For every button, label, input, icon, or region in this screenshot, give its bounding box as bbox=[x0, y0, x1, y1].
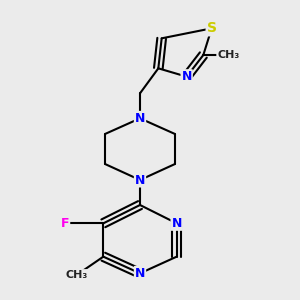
Text: S: S bbox=[207, 21, 217, 35]
Text: N: N bbox=[135, 173, 145, 187]
Text: N: N bbox=[135, 112, 145, 125]
Text: N: N bbox=[135, 267, 145, 280]
Text: CH₃: CH₃ bbox=[65, 270, 88, 280]
Text: CH₃: CH₃ bbox=[217, 50, 239, 60]
Text: F: F bbox=[61, 217, 69, 230]
Text: N: N bbox=[182, 70, 192, 83]
Text: N: N bbox=[172, 217, 182, 230]
